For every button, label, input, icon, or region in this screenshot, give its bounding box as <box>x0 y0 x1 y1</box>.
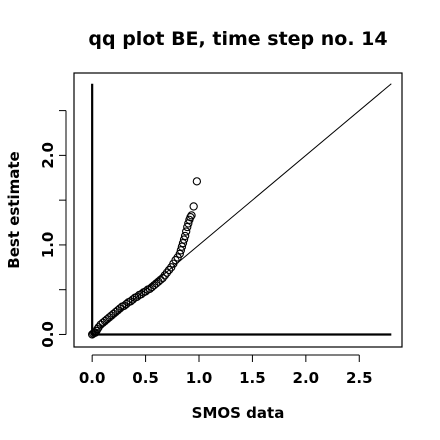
x-tick-label: 1.5 <box>239 369 266 387</box>
x-axis: 0.0 0.5 1.0 1.5 2.0 2.5 <box>79 354 373 387</box>
y-tick-label: 0.0 <box>39 321 57 348</box>
data-point <box>187 211 196 220</box>
data-point <box>177 242 187 251</box>
data-point <box>141 287 150 296</box>
data-point <box>122 299 131 309</box>
data-point <box>189 202 198 211</box>
data-point <box>176 246 185 255</box>
y-axis: 0.0 1.0 2.0 <box>39 110 67 348</box>
data-point <box>175 249 184 259</box>
x-tick-label: 0.5 <box>132 369 159 387</box>
chart-title: qq plot BE, time step no. 14 <box>88 28 387 50</box>
data-point <box>132 292 142 302</box>
data-points <box>88 177 202 339</box>
data-point <box>171 255 180 265</box>
data-point <box>179 235 189 244</box>
x-tick-label: 0.0 <box>79 369 106 387</box>
y-tick-label: 1.0 <box>39 232 57 259</box>
data-point <box>128 295 137 304</box>
data-point <box>115 304 125 313</box>
data-point <box>180 231 190 241</box>
plot-frame <box>73 72 403 348</box>
data-point <box>164 265 174 275</box>
x-axis-label: SMOS data <box>192 404 285 422</box>
data-point <box>94 323 103 332</box>
data-point <box>192 177 202 186</box>
data-point <box>182 227 191 236</box>
x-tick-label: 1.0 <box>186 369 213 387</box>
y-tick-label: 2.0 <box>39 142 57 169</box>
data-point <box>158 273 167 283</box>
data-point <box>183 222 192 232</box>
x-tick-label: 2.0 <box>293 369 320 387</box>
data-point <box>160 271 169 280</box>
data-point <box>137 290 146 299</box>
data-point <box>186 213 195 222</box>
data-point <box>156 275 165 284</box>
x-tick-label: 2.5 <box>346 369 373 387</box>
y-axis-label: Best estimate <box>5 151 23 268</box>
data-point <box>178 238 188 248</box>
data-point <box>162 268 172 277</box>
